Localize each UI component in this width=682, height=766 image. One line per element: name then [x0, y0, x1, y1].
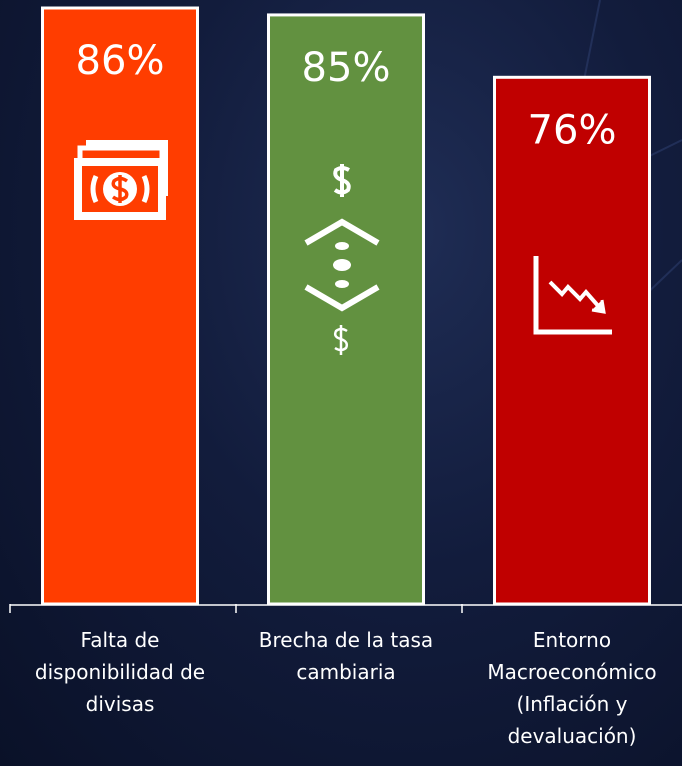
bar — [267, 13, 425, 606]
exchange-icon — [304, 164, 380, 355]
bar — [41, 6, 199, 606]
value-label: 85% — [302, 45, 391, 91]
icons — [74, 140, 612, 355]
x-tick-label: Falta de disponibilidad de divisas — [34, 628, 206, 716]
value-label: 76% — [528, 107, 617, 153]
x-tick-label: Brecha de la tasa cambiaria — [258, 628, 434, 684]
money-icon — [74, 140, 168, 220]
x-axis — [9, 604, 682, 613]
decline-icon — [533, 256, 612, 335]
bars: 86% 85% 76% — [41, 6, 651, 606]
bar — [493, 75, 651, 606]
value-label: 86% — [76, 38, 165, 84]
x-tick-label: Entorno Macroeconómico (Inflación y deva… — [487, 628, 657, 748]
